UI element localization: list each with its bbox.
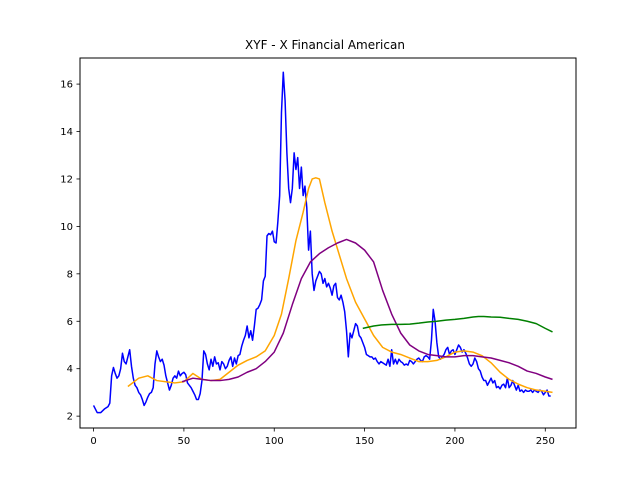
- x-tick-label: 250: [536, 436, 555, 447]
- chart-title: XYF - X Financial American: [245, 38, 405, 52]
- series-line-moving-average-20: [127, 177, 553, 394]
- y-tick-label: 8: [67, 269, 73, 280]
- plot-frame: [79, 57, 577, 429]
- series-line-price: [92, 71, 551, 414]
- x-tick-label: 0: [90, 436, 96, 447]
- y-tick-label: 10: [60, 222, 73, 233]
- series-layer: [92, 71, 553, 414]
- x-axis: 0 50 100 150 200 250: [90, 428, 555, 447]
- series-line-moving-average-50: [181, 238, 553, 383]
- y-tick-label: 2: [67, 412, 73, 423]
- y-tick-label: 6: [67, 317, 73, 328]
- series-line-moving-average-200: [362, 315, 553, 333]
- y-tick-label: 12: [60, 174, 73, 185]
- x-tick-label: 100: [265, 436, 284, 447]
- x-tick-label: 150: [355, 436, 374, 447]
- x-tick-label: 200: [445, 436, 464, 447]
- y-tick-label: 14: [60, 127, 73, 138]
- y-tick-label: 16: [60, 80, 73, 91]
- y-axis: 2 4 6 8 10 12 14 16: [60, 80, 80, 423]
- y-tick-label: 4: [67, 364, 73, 375]
- x-tick-label: 50: [178, 436, 191, 447]
